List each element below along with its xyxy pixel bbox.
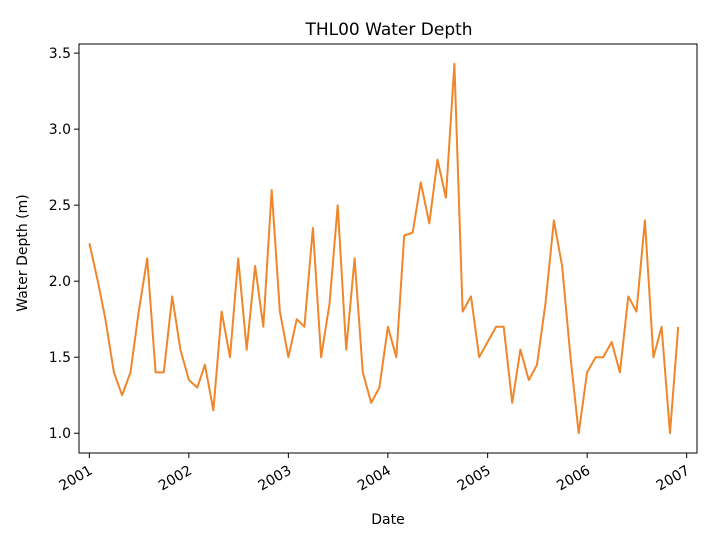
y-axis: 1.0 1.5 2.0 2.5 3.0 3.5 — [49, 46, 79, 442]
x-tick-label: 2006 — [554, 463, 593, 495]
x-tick-label: 2004 — [355, 463, 394, 495]
y-axis-label: Water Depth (m) — [15, 194, 31, 312]
series-line — [88, 62, 680, 435]
y-tick-label: 2.5 — [49, 198, 71, 214]
y-tick-label: 1.5 — [49, 350, 71, 366]
x-tick-label: 2007 — [654, 463, 693, 495]
x-tick-label: 2001 — [56, 463, 95, 495]
y-tick-label: 3.5 — [49, 46, 71, 62]
y-tick-label: 1.0 — [49, 426, 71, 442]
x-tick-label: 2002 — [156, 463, 195, 495]
x-tick-label: 2003 — [255, 463, 294, 495]
chart-title: THL00 Water Depth — [304, 20, 472, 40]
x-axis: 2001 2002 2003 2004 2005 2006 2007 — [56, 453, 693, 495]
x-tick-label: 2005 — [455, 463, 494, 495]
y-tick-label: 2.0 — [49, 274, 71, 290]
plot-area — [88, 62, 680, 435]
axes-frame — [78, 43, 698, 454]
y-tick-label: 3.0 — [49, 122, 71, 138]
x-axis-label: Date — [371, 512, 404, 528]
